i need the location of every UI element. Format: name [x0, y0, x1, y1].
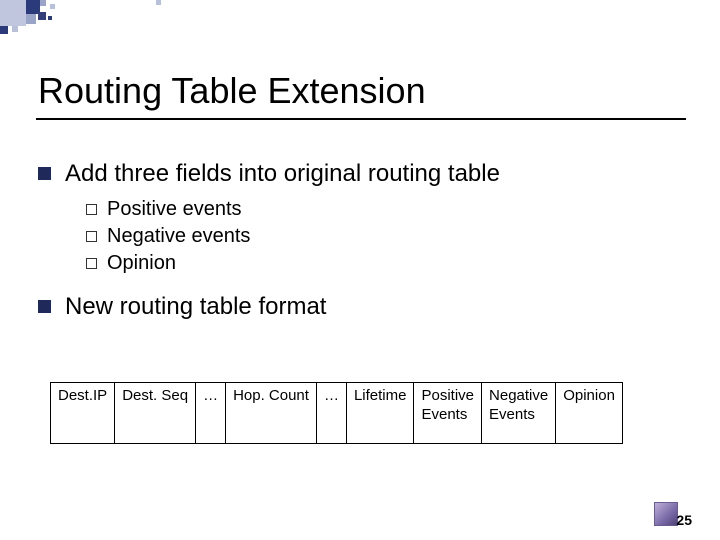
sub-bullet-2: Negative events: [86, 225, 688, 248]
col-hop-count: Hop. Count: [226, 383, 317, 444]
col-positive: Positive Events: [414, 383, 482, 444]
col-ellipsis-2: …: [316, 383, 346, 444]
deco-square: [0, 26, 8, 34]
bullet-item-1: Add three fields into original routing t…: [38, 160, 688, 188]
page-footer: 25: [654, 502, 698, 526]
sub-bullet-1: Positive events: [86, 198, 688, 221]
bullet-1-text: Add three fields into original routing t…: [65, 160, 500, 188]
col-opinion: Opinion: [556, 383, 623, 444]
col-negative: Negative Events: [482, 383, 556, 444]
deco-square: [0, 0, 26, 26]
footer-logo-icon: [654, 502, 678, 526]
deco-square: [26, 14, 36, 24]
title-underline: [36, 118, 686, 120]
sub-bullet-1-text: Positive events: [107, 198, 242, 221]
square-bullet-icon: [38, 167, 51, 180]
col-dest-ip: Dest.IP: [51, 383, 115, 444]
square-bullet-icon: [38, 300, 51, 313]
spacer: [38, 279, 688, 293]
hollow-bullet-icon: [86, 258, 97, 269]
deco-square: [50, 4, 55, 9]
sub-bullet-2-text: Negative events: [107, 225, 250, 248]
deco-square: [156, 0, 161, 5]
bullet-item-2: New routing table format: [38, 293, 688, 321]
hollow-bullet-icon: [86, 231, 97, 242]
corner-decoration: [0, 0, 200, 36]
deco-square: [40, 0, 46, 6]
deco-square: [38, 12, 46, 20]
sub-bullet-3-text: Opinion: [107, 252, 176, 275]
col-dest-seq: Dest. Seq: [115, 383, 196, 444]
deco-square: [12, 26, 18, 32]
slide-title: Routing Table Extension: [38, 70, 426, 112]
routing-table: Dest.IP Dest. Seq … Hop. Count … Lifetim…: [50, 382, 623, 444]
table-row: Dest.IP Dest. Seq … Hop. Count … Lifetim…: [51, 383, 623, 444]
col-ellipsis-1: …: [196, 383, 226, 444]
col-lifetime: Lifetime: [346, 383, 414, 444]
deco-square: [48, 16, 52, 20]
slide: Routing Table Extension Add three fields…: [0, 0, 720, 540]
hollow-bullet-icon: [86, 204, 97, 215]
bullet-2-text: New routing table format: [65, 293, 326, 321]
slide-body: Add three fields into original routing t…: [38, 160, 688, 331]
sub-bullet-3: Opinion: [86, 252, 688, 275]
page-number: 25: [676, 512, 692, 528]
